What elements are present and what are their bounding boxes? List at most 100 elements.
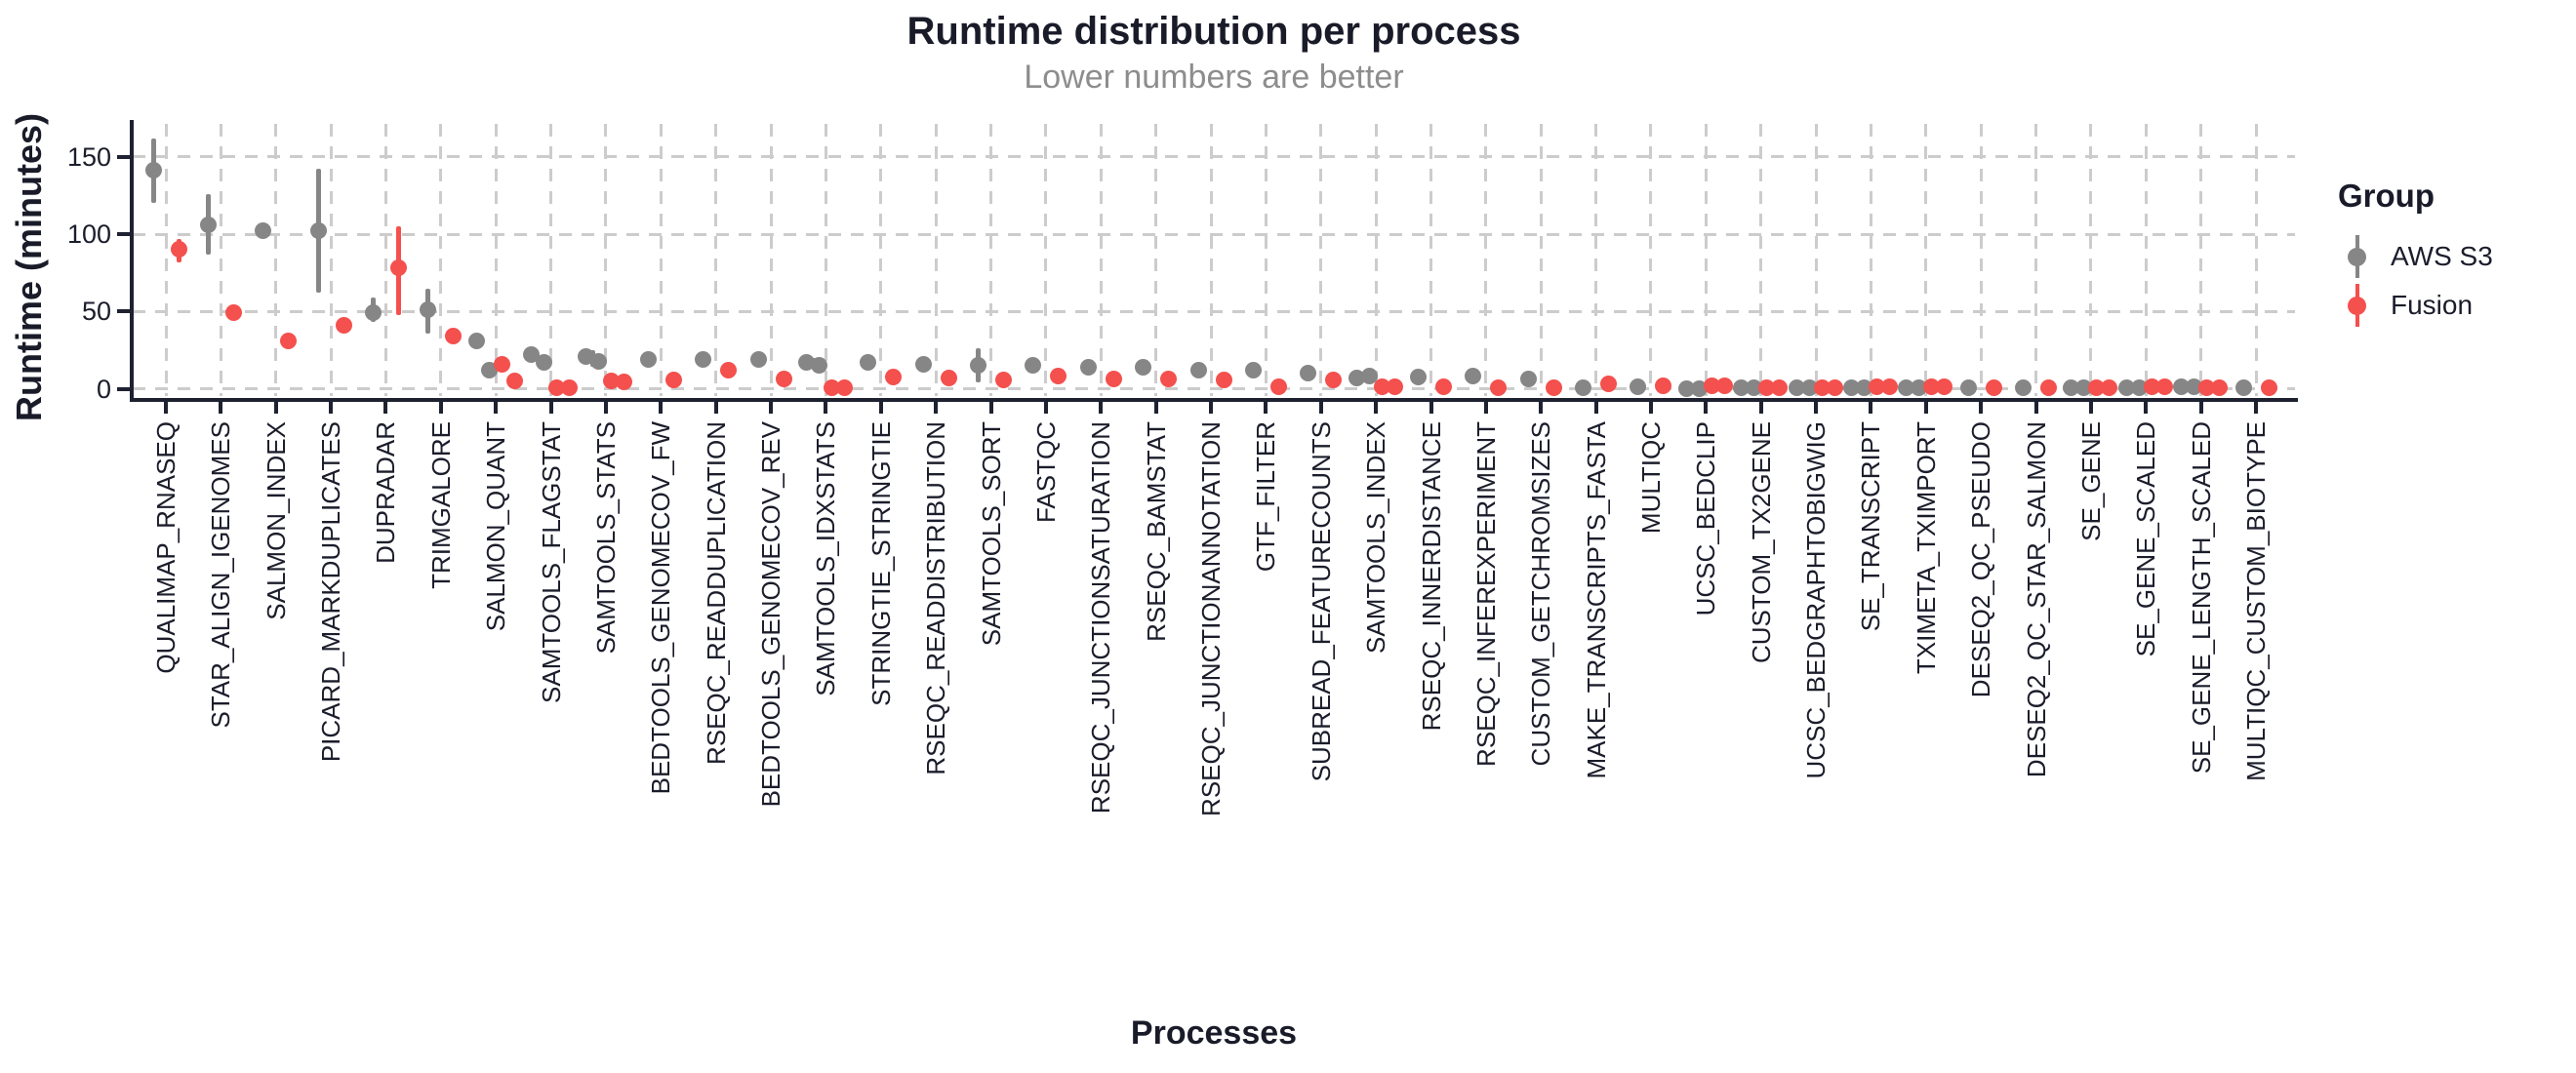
gridline-vertical xyxy=(1539,124,1543,396)
x-tick-mark xyxy=(1758,400,1763,414)
data-point xyxy=(2260,379,2277,397)
gridline-vertical xyxy=(439,124,443,396)
data-point xyxy=(664,371,682,388)
data-point xyxy=(548,378,566,396)
y-tick-label: 100 xyxy=(66,219,111,249)
data-point xyxy=(1189,362,1207,379)
x-tick-label: SE_TRANSCRIPT xyxy=(1856,421,1886,632)
data-point xyxy=(1373,378,1390,396)
legend-key-dot xyxy=(2348,248,2366,266)
data-point xyxy=(1677,379,1695,397)
gridline-vertical xyxy=(1374,124,1378,396)
gridline-vertical xyxy=(1429,124,1432,396)
gridline-vertical xyxy=(274,124,278,396)
y-tick-mark xyxy=(117,232,131,236)
gridline-vertical xyxy=(1649,124,1653,396)
x-tick-label: TRIMGALORE xyxy=(425,421,456,589)
x-tick-mark xyxy=(824,400,828,414)
x-tick-label: RSEQC_READDISTRIBUTION xyxy=(921,421,951,775)
data-point xyxy=(1135,358,1152,376)
data-point xyxy=(1545,379,1562,397)
x-tick-label: UCSC_BEDGRAPHTOBIGWIG xyxy=(1801,421,1831,779)
data-point xyxy=(590,352,608,370)
data-point xyxy=(1758,379,1776,397)
y-axis-line xyxy=(130,120,134,402)
data-point xyxy=(2211,378,2229,396)
gridline-vertical xyxy=(1099,124,1103,396)
chart-title: Runtime distribution per process xyxy=(906,10,1521,53)
x-tick-mark xyxy=(934,400,939,414)
x-tick-label: SE_GENE_SCALED xyxy=(2131,421,2161,657)
data-point xyxy=(1160,371,1178,388)
x-tick-mark xyxy=(2198,400,2203,414)
gridline-vertical xyxy=(1319,124,1323,396)
x-tick-label: STAR_ALIGN_IGENOMES xyxy=(206,421,236,729)
gridline-vertical xyxy=(1264,124,1268,396)
y-tick-mark xyxy=(117,154,131,159)
x-tick-label: CUSTOM_GETCHROMSIZES xyxy=(1526,421,1556,767)
gridline-vertical xyxy=(769,124,773,396)
x-tick-mark xyxy=(1539,400,1544,414)
data-point xyxy=(1465,367,1482,384)
x-tick-label: RSEQC_READDUPLICATION xyxy=(701,421,731,766)
data-point xyxy=(1050,367,1067,384)
data-point xyxy=(810,357,827,375)
y-tick-label: 50 xyxy=(81,297,111,327)
data-point xyxy=(480,362,498,379)
data-point xyxy=(1733,379,1751,397)
data-point xyxy=(1788,379,1805,397)
data-point xyxy=(1079,358,1097,376)
y-tick-label: 0 xyxy=(96,374,111,404)
gridline-vertical xyxy=(989,124,993,396)
data-point xyxy=(2173,378,2191,396)
x-tick-mark xyxy=(1264,400,1268,414)
data-point xyxy=(775,371,792,388)
x-tick-label: RSEQC_JUNCTIONANNOTATION xyxy=(1196,421,1227,816)
data-point xyxy=(1105,371,1122,388)
x-tick-mark xyxy=(494,400,499,414)
gridline-horizontal xyxy=(133,232,2295,236)
data-point xyxy=(603,373,621,390)
data-point xyxy=(335,317,352,335)
gridline-horizontal xyxy=(133,309,2295,313)
data-point xyxy=(1813,379,1831,397)
data-point xyxy=(1435,378,1452,395)
x-tick-mark xyxy=(1043,400,1048,414)
data-point xyxy=(1826,379,1843,397)
gridline-horizontal xyxy=(133,155,2295,159)
x-tick-mark xyxy=(603,400,608,414)
data-point xyxy=(1703,378,1720,395)
x-tick-label: SAMTOOLS_STATS xyxy=(590,421,621,655)
x-tick-mark xyxy=(988,400,993,414)
x-tick-mark xyxy=(1209,400,1214,414)
data-point xyxy=(1269,378,1287,395)
x-axis-title: Processes xyxy=(1130,1014,1298,1052)
x-tick-mark xyxy=(438,400,443,414)
gridline-vertical xyxy=(1759,124,1763,396)
data-point xyxy=(616,374,633,391)
data-point xyxy=(1300,365,1317,382)
gridline-vertical xyxy=(879,124,883,396)
data-point xyxy=(2198,378,2216,396)
data-point xyxy=(1880,378,1898,395)
data-point xyxy=(389,259,407,277)
data-point xyxy=(2130,378,2148,396)
x-tick-label: SALMON_QUANT xyxy=(481,421,511,632)
x-tick-label: DUPRADAR xyxy=(371,421,401,564)
x-tick-mark xyxy=(878,400,883,414)
data-point xyxy=(2015,379,2033,397)
data-point xyxy=(1868,378,1885,395)
x-tick-label: GTF_FILTER xyxy=(1251,421,1281,573)
data-point xyxy=(1655,377,1672,394)
data-point xyxy=(2117,378,2135,396)
x-tick-label: RSEQC_BAMSTAT xyxy=(1141,421,1171,642)
x-tick-mark xyxy=(1814,400,1819,414)
y-tick-mark xyxy=(117,309,131,314)
x-tick-label: SAMTOOLS_IDXSTATS xyxy=(811,421,841,696)
data-point xyxy=(1898,379,1915,397)
x-tick-label: SAMTOOLS_SORT xyxy=(976,421,1006,647)
x-tick-mark xyxy=(548,400,553,414)
data-point xyxy=(914,355,932,373)
x-tick-label: TXIMETA_TXIMPORT xyxy=(1911,421,1941,675)
x-tick-label: SALMON_INDEX xyxy=(261,421,291,620)
